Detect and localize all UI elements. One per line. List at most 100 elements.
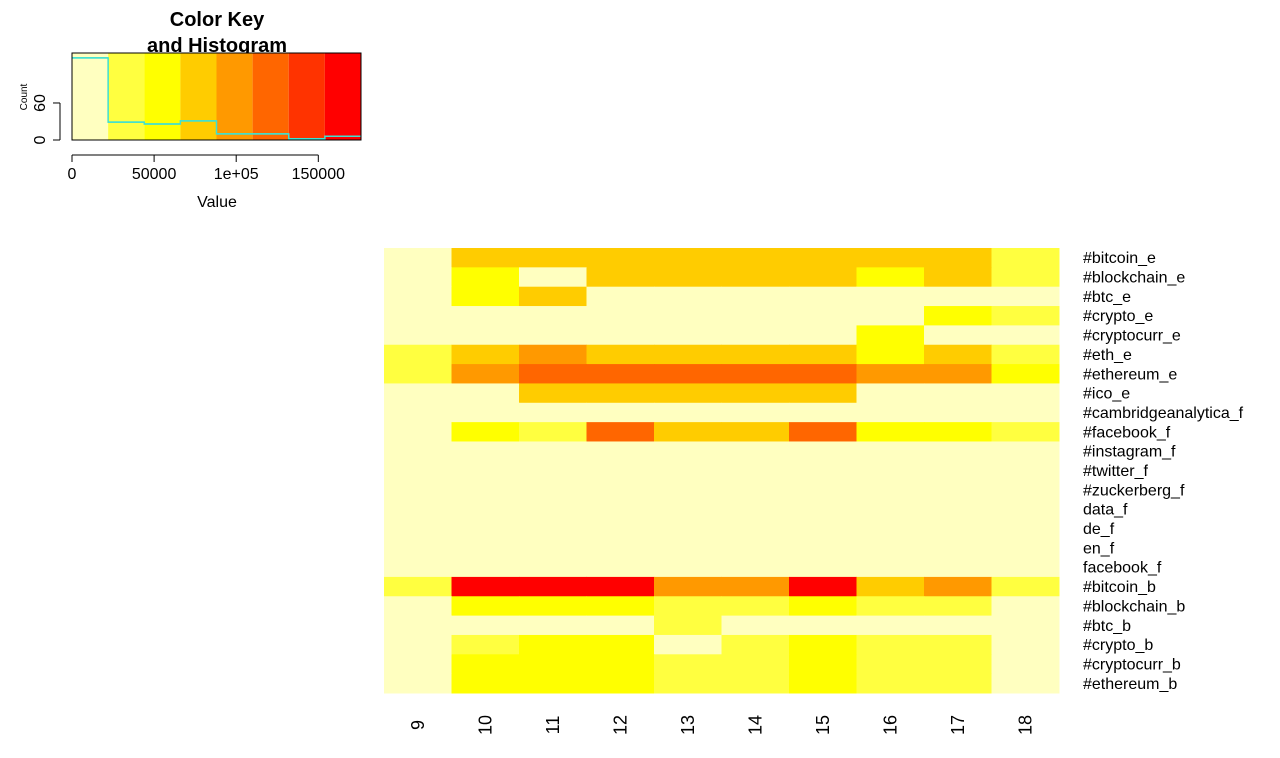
heatmap-cell [451, 325, 520, 346]
heatmap-cell [991, 480, 1060, 501]
heatmap-cell [856, 480, 925, 501]
heatmap-cell [451, 596, 520, 617]
heatmap-cell [654, 499, 722, 520]
color-key-bin [108, 53, 145, 140]
heatmap-cell [519, 441, 587, 462]
heatmap-cell [654, 344, 722, 365]
heatmap-cell [721, 441, 790, 462]
heatmap-cell [991, 673, 1060, 694]
color-key-bin [324, 53, 361, 140]
column-label: 13 [678, 715, 698, 735]
heatmap-cell [924, 441, 992, 462]
heatmap-cell [586, 248, 655, 268]
heatmap-cell [384, 383, 452, 404]
heatmap-cell [519, 248, 587, 268]
heatmap-cell [721, 306, 790, 326]
heatmap-cell [654, 634, 722, 655]
heatmap-cell [789, 325, 857, 346]
heatmap-cell [654, 615, 722, 636]
row-label: #cryptocurr_e [1083, 328, 1181, 345]
heatmap-cell [789, 518, 857, 539]
column-label: 9 [408, 720, 428, 730]
heatmap-cell [384, 673, 452, 694]
x-tick-label: 1e+05 [214, 166, 259, 183]
heatmap-cell [654, 596, 722, 617]
heatmap-cell [991, 441, 1060, 462]
heatmap-cell [451, 499, 520, 520]
heatmap-cell [654, 518, 722, 539]
heatmap-cell [789, 557, 857, 578]
heatmap-cell [586, 441, 655, 462]
row-label: #blockchain_b [1083, 598, 1185, 615]
row-label: #instagram_f [1083, 444, 1176, 461]
heatmap-cell [451, 538, 520, 559]
heatmap-cell [789, 596, 857, 617]
heatmap-cell [384, 634, 452, 655]
x-tick-label: 0 [68, 166, 77, 183]
heatmap-cell [721, 344, 790, 365]
heatmap-cell [856, 267, 925, 288]
heatmap-cell [384, 402, 452, 423]
heatmap-cell [519, 402, 587, 423]
heatmap-cell [991, 364, 1060, 384]
heatmap-cell [924, 499, 992, 520]
heatmap-cell [991, 557, 1060, 578]
heatmap-cell [519, 306, 587, 326]
heatmap-cell [384, 576, 452, 597]
heatmap-cell [856, 344, 925, 365]
heatmap-cell [789, 344, 857, 365]
column-label: 16 [880, 715, 900, 735]
heatmap-cell [384, 248, 452, 268]
heatmap-cell [991, 499, 1060, 520]
heatmap-cell [721, 499, 790, 520]
heatmap-cell [451, 306, 520, 326]
heatmap-cell [451, 654, 520, 675]
row-label: en_f [1083, 540, 1115, 557]
heatmap-cell [586, 306, 655, 326]
heatmap-cell [451, 634, 520, 655]
row-label: facebook_f [1083, 560, 1162, 577]
row-label: #crypto_b [1083, 637, 1153, 654]
heatmap-cell [384, 364, 452, 384]
heatmap-cell [856, 557, 925, 578]
heatmap-cell [519, 557, 587, 578]
heatmap-cell [991, 402, 1060, 423]
color-key-bin [144, 53, 181, 140]
heatmap-cell [789, 480, 857, 501]
heatmap-cell [654, 576, 722, 597]
heatmap-cell [384, 538, 452, 559]
heatmap-cell [924, 615, 992, 636]
heatmap-cell [924, 557, 992, 578]
heatmap-cell [586, 286, 655, 307]
heatmap-cell [451, 480, 520, 501]
column-label: 12 [610, 715, 630, 735]
heatmap-cell [519, 634, 587, 655]
heatmap-cell [856, 499, 925, 520]
heatmap-cell [519, 480, 587, 501]
heatmap-cell [519, 267, 587, 288]
heatmap-cell [586, 654, 655, 675]
heatmap-cell [451, 441, 520, 462]
heatmap-cell [856, 402, 925, 423]
color-key-bin [252, 53, 289, 140]
heatmap-cell [654, 286, 722, 307]
heatmap-cell [519, 286, 587, 307]
heatmap-cell [924, 538, 992, 559]
heatmap-cell [856, 615, 925, 636]
heatmap-cell [991, 267, 1060, 288]
heatmap-cell [856, 654, 925, 675]
heatmap-cell [924, 286, 992, 307]
heatmap-cell [721, 480, 790, 501]
heatmap-cell [519, 499, 587, 520]
row-label: #ethereum_e [1083, 366, 1177, 383]
heatmap-cell [789, 364, 857, 384]
heatmap-cell [721, 402, 790, 423]
heatmap-cell [451, 286, 520, 307]
heatmap-cell [721, 460, 790, 481]
heatmap-cell [451, 267, 520, 288]
color-key-bin [288, 53, 325, 140]
heatmap-cell [451, 383, 520, 404]
column-label: 17 [948, 715, 968, 735]
heatmap-cell [586, 402, 655, 423]
